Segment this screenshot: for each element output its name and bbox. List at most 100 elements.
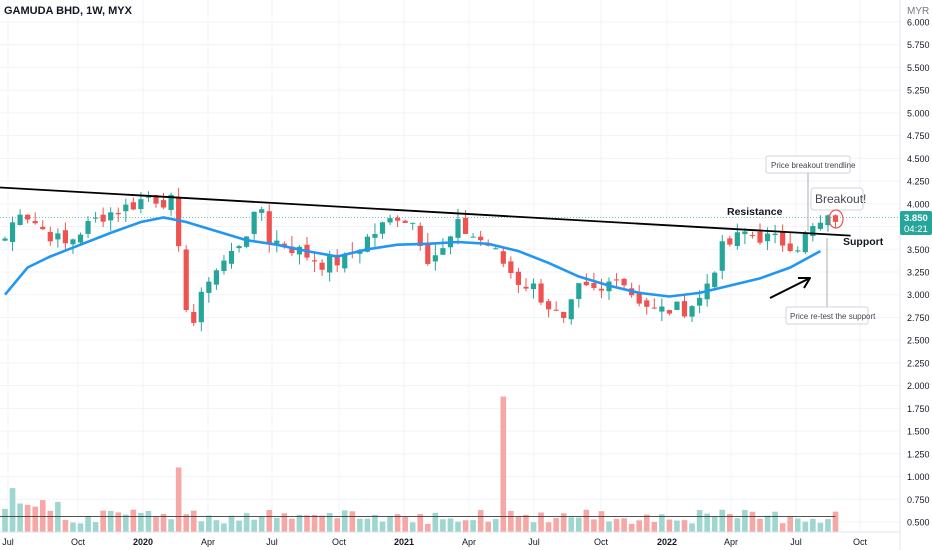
candle-body [568,299,574,320]
candle-body [795,250,801,252]
candle-body [327,255,333,273]
candle-body [32,221,38,224]
candle-body [410,222,416,224]
price-axis[interactable]: 6.000 5.750 5.500 5.250 5.000 4.750 4.500 4.250… [907,18,930,528]
price-tick-label: 4.250 [907,177,930,187]
candle-body [417,225,423,246]
candle [757,223,763,245]
candle-body [379,222,386,234]
volume-bar [190,510,197,532]
price-tick-label: 2.000 [907,381,930,391]
volume-bar [432,512,439,532]
candle-body [651,307,657,309]
moving-average-line [4,216,822,298]
volume-bar [591,519,597,532]
candle-body [334,254,340,266]
volume-bar [289,518,295,532]
candle [553,301,559,312]
candle-body [395,217,401,221]
candle-body [251,211,257,234]
candle [470,233,476,238]
volume-bar [47,510,54,532]
candlesticks[interactable] [2,187,839,332]
candle-body [598,288,605,291]
candle [795,246,801,254]
candle-body [591,283,597,288]
volume-bar [258,516,265,532]
candle [17,209,23,226]
candle [425,233,431,266]
candle [440,238,446,255]
volume-bar [357,518,363,532]
candle-body [749,235,756,237]
volume-bar [425,523,431,532]
time-axis[interactable]: Jul Oct 2020 Apr Jul Oct 2021 Apr Jul Oct 2022 Apr J… [2,537,867,547]
volume-bar [236,520,242,532]
candle [417,222,423,251]
volume-bar [296,514,303,532]
candle-body [689,306,695,317]
volume-bar [70,522,76,532]
candle [613,273,620,287]
candle [508,256,514,279]
volume-bar [613,518,620,532]
candle [191,303,197,327]
candle [689,305,695,323]
price-tick-label: 2.250 [907,358,930,368]
volume-bar [500,396,507,532]
candle-body [802,233,808,253]
time-tick-label: Apr [462,537,476,547]
volume-bar [666,519,673,532]
candle-body [825,215,831,226]
volume-bar [530,522,537,532]
candle [674,301,680,311]
time-tick-label: Jul [528,537,540,547]
candle [168,192,174,216]
volume-bar [334,518,340,532]
candle [712,271,718,291]
candle-body [613,279,620,281]
price-tick-label: 5.250 [907,86,930,96]
candle [100,207,106,228]
resistance-trendline[interactable] [0,186,851,237]
time-tick-label: 2022 [657,537,677,547]
price-tick-label: 0.750 [907,495,930,505]
candle-body [425,242,431,264]
candle [183,245,189,313]
volume-bar [243,513,250,532]
candle-body [719,241,725,271]
candle [817,215,823,231]
volume-bar [402,516,408,532]
volume-bar [372,514,378,532]
candle [93,211,99,223]
price-tick-label: 5.750 [907,40,930,50]
volume-bar [538,512,544,532]
candle [228,242,235,269]
volume-bar [92,522,99,532]
price-tick-label: 5.500 [907,63,930,73]
price-tick-label: 0.500 [907,518,930,528]
candle-body [289,246,295,254]
candle-body [93,217,99,219]
candle-body [817,222,823,229]
candle-body [62,230,68,244]
candle [123,198,129,222]
candle [719,234,725,280]
volume-bar [175,467,182,532]
candle [538,278,544,306]
time-tick-label: Oct [853,537,868,547]
volume-bar [485,521,491,532]
candle [9,216,16,252]
candle [651,298,657,310]
price-tick-label: 1.000 [907,472,930,482]
volume-bar [409,522,416,532]
candle [546,298,552,318]
candle [334,249,340,273]
candle [395,215,401,228]
volume-bar [394,514,401,532]
volume-bar [123,514,129,532]
candle [561,311,567,323]
time-tick-label: Jul [790,537,802,547]
volume-bar [130,509,137,532]
